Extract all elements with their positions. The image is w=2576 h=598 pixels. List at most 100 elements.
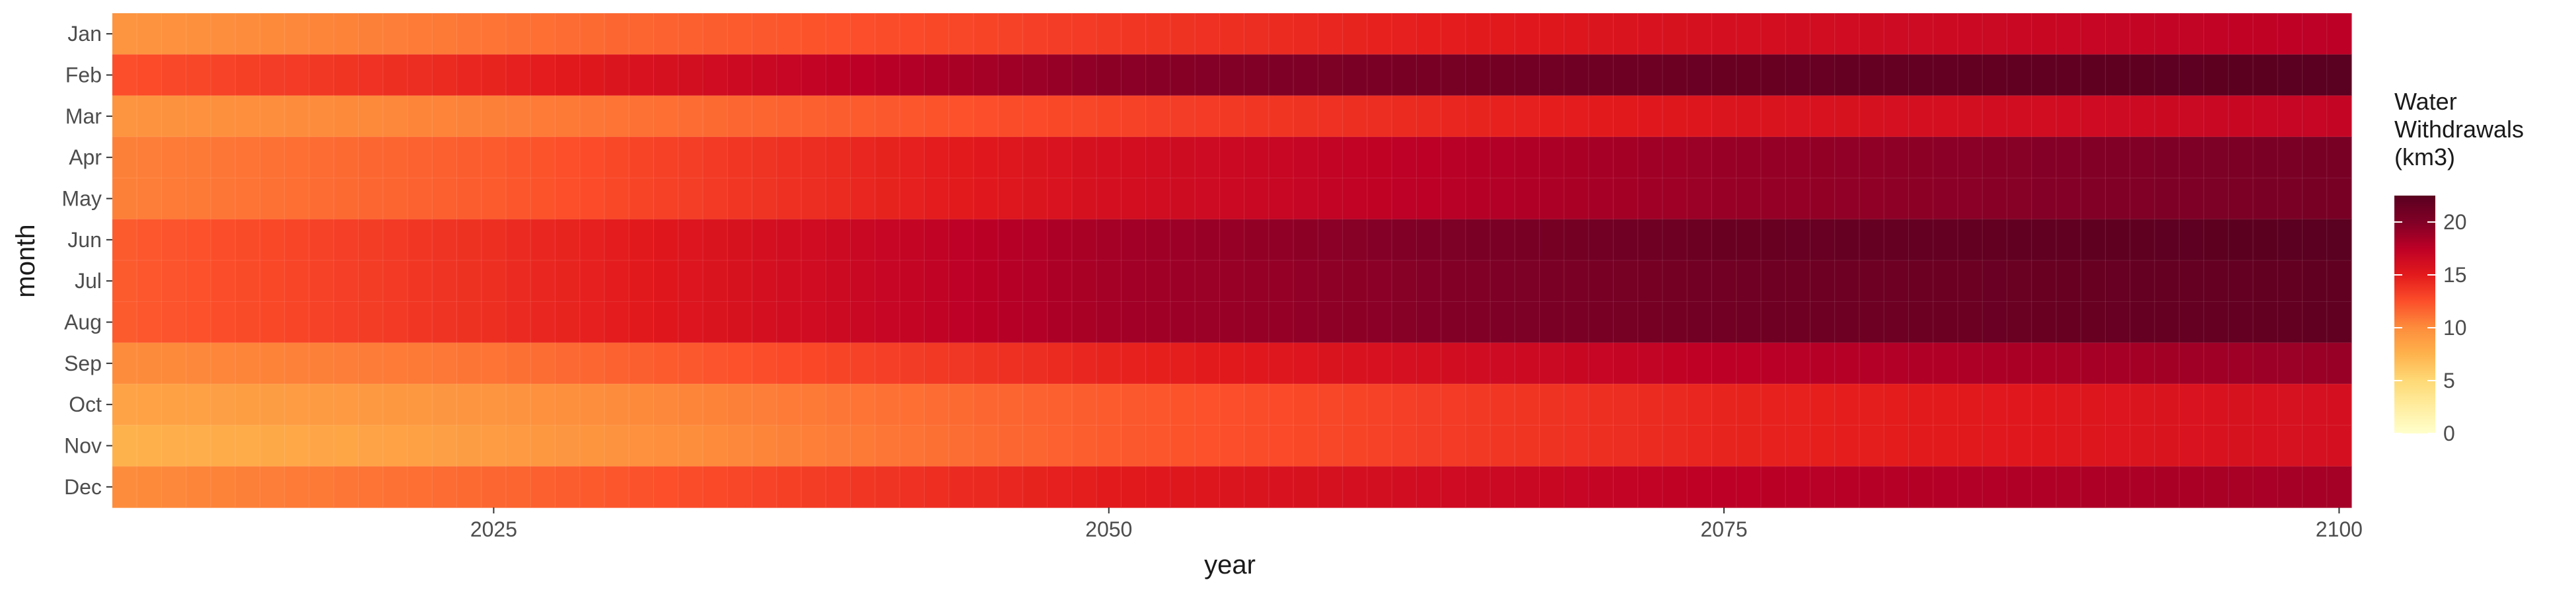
heatmap-cell [604, 384, 629, 426]
heatmap-cell [1834, 301, 1860, 344]
heatmap-cell [161, 301, 187, 344]
heatmap-cell [137, 260, 162, 302]
heatmap-cell [186, 95, 211, 137]
heatmap-cell [334, 95, 359, 137]
heatmap-cell [2228, 301, 2254, 344]
heatmap-cell [1736, 219, 1762, 261]
heatmap-cell [408, 260, 433, 302]
heatmap-cell [900, 95, 925, 137]
heatmap-cell [1416, 178, 1442, 220]
heatmap-cell [1834, 54, 1860, 96]
heatmap-cell [382, 425, 408, 467]
heatmap-cell [1589, 95, 1614, 137]
heatmap-cell [555, 54, 581, 96]
heatmap-cell [1293, 384, 1318, 426]
heatmap-cell [284, 466, 310, 508]
heatmap-cell [112, 384, 137, 426]
heatmap-cell [604, 260, 629, 302]
heatmap-cell [1342, 95, 1368, 137]
heatmap-cell [506, 178, 531, 220]
heatmap-cell [382, 54, 408, 96]
heatmap-cell [776, 178, 802, 220]
heatmap-cell [900, 342, 925, 385]
heatmap-cell [703, 342, 728, 385]
heatmap-cell [1071, 54, 1097, 96]
heatmap-cell [776, 13, 802, 55]
heatmap-cell [924, 260, 950, 302]
heatmap-cell [1465, 219, 1491, 261]
heatmap-cell [1736, 342, 1762, 385]
heatmap-cell [998, 466, 1023, 508]
heatmap-cell [1687, 384, 1713, 426]
heatmap-cell [235, 95, 261, 137]
heatmap-cell [2252, 425, 2278, 467]
heatmap-cell [1392, 54, 1417, 96]
heatmap-cell [900, 384, 925, 426]
heatmap-cell [2081, 13, 2106, 55]
heatmap-cell [2277, 425, 2303, 467]
heatmap-cell [2252, 219, 2278, 261]
heatmap-cell [1441, 178, 1466, 220]
heatmap-cell [161, 137, 187, 178]
heatmap-cell [1392, 219, 1417, 261]
heatmap-cell [2105, 137, 2131, 178]
heatmap-cell [1047, 95, 1073, 137]
heatmap-cell [1318, 342, 1343, 385]
heatmap-cell [1711, 137, 1737, 178]
heatmap-cell [2081, 384, 2106, 426]
heatmap-cell [1121, 137, 1147, 178]
heatmap-cell [1637, 95, 1663, 137]
heatmap-cell [1047, 301, 1073, 344]
heatmap-cell [1293, 260, 1318, 302]
heatmap-cell [629, 466, 655, 508]
legend-tick-label: 20 [2443, 210, 2467, 234]
heatmap-cell [2277, 466, 2303, 508]
heatmap-cell [358, 13, 384, 55]
heatmap-cell [1145, 54, 1171, 96]
heatmap-cell [1589, 219, 1614, 261]
heatmap-cell [1071, 342, 1097, 385]
heatmap-cell [506, 54, 531, 96]
heatmap-cell [1982, 384, 2008, 426]
heatmap-cell [1392, 13, 1417, 55]
heatmap-cell [456, 425, 482, 467]
heatmap-cell [629, 219, 655, 261]
heatmap-cell [1219, 137, 1245, 178]
heatmap-cell [161, 466, 187, 508]
heatmap-cell [1416, 95, 1442, 137]
heatmap-cell [2154, 342, 2180, 385]
heatmap-cell [1539, 384, 1565, 426]
heatmap-cell [2277, 178, 2303, 220]
heatmap-cell [1760, 219, 1786, 261]
heatmap-cell [1957, 342, 1983, 385]
heatmap-cell [382, 95, 408, 137]
heatmap-cell [1342, 342, 1368, 385]
heatmap-cell [260, 425, 285, 467]
heatmap-cell [432, 260, 458, 302]
heatmap-cell [1367, 54, 1392, 96]
heatmap-cell [1022, 301, 1048, 344]
heatmap-cell [801, 342, 826, 385]
heatmap-cell [481, 137, 507, 178]
heatmap-cell [1515, 384, 1540, 426]
heatmap-cell [1711, 342, 1737, 385]
heatmap-cell [2154, 384, 2180, 426]
heatmap-cell [1416, 54, 1442, 96]
heatmap-cell [1367, 301, 1392, 344]
heatmap-cell [2326, 137, 2352, 178]
heatmap-cell [1760, 342, 1786, 385]
heatmap-cell [1957, 425, 1983, 467]
heatmap-cell [1465, 301, 1491, 344]
heatmap-cell [456, 219, 482, 261]
heatmap-cell [1957, 260, 1983, 302]
legend-colorbar [2394, 196, 2435, 433]
heatmap-cell [653, 54, 679, 96]
heatmap-cell [1022, 137, 1048, 178]
heatmap-cell [1662, 342, 1688, 385]
heatmap-cell [1268, 13, 1294, 55]
heatmap-cell [826, 178, 851, 220]
heatmap-cell [1589, 260, 1614, 302]
heatmap-cell [1071, 301, 1097, 344]
heatmap-cell [1539, 260, 1565, 302]
heatmap-cell [1071, 384, 1097, 426]
